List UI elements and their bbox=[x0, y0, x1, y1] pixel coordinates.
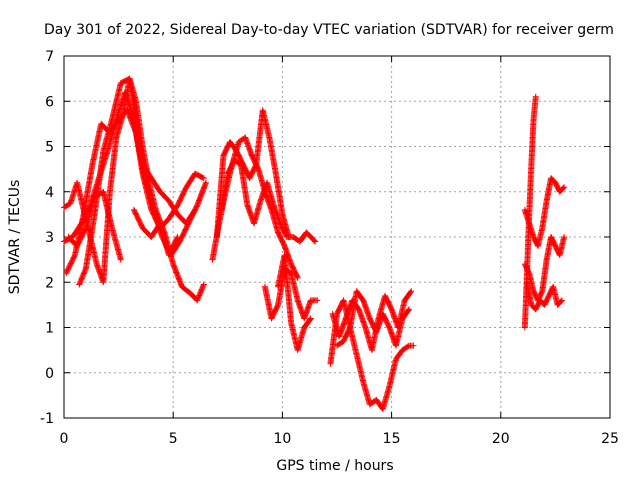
series-trace-8 bbox=[213, 107, 292, 240]
y-ticks: -1 0 1 2 3 4 5 6 7 bbox=[40, 49, 610, 427]
x-tick-label: 15 bbox=[383, 431, 401, 447]
series-trace-6 bbox=[130, 206, 181, 259]
data-point bbox=[200, 282, 207, 289]
data-point bbox=[406, 306, 413, 313]
data-point bbox=[560, 185, 567, 192]
data-point bbox=[307, 315, 314, 322]
x-tick-label: 10 bbox=[273, 431, 291, 447]
x-axis-label: GPS time / hours bbox=[276, 458, 393, 474]
x-tick-label: 20 bbox=[492, 431, 510, 447]
grid-lines bbox=[64, 56, 610, 418]
data-point bbox=[561, 184, 568, 191]
data-point bbox=[117, 256, 124, 263]
data-point bbox=[405, 307, 412, 314]
series-trace-12 bbox=[327, 297, 417, 412]
series-trace-4 bbox=[76, 75, 199, 288]
x-tick-label: 5 bbox=[169, 431, 178, 447]
y-tick-label: 7 bbox=[45, 49, 54, 65]
data-point bbox=[191, 207, 198, 214]
series-trace-14 bbox=[334, 288, 413, 349]
series-trace-17 bbox=[521, 234, 568, 304]
y-tick-label: -1 bbox=[40, 411, 54, 427]
data-point bbox=[200, 175, 207, 182]
x-tick-label: 0 bbox=[60, 431, 69, 447]
series-trace-5 bbox=[65, 188, 124, 263]
series-trace-11 bbox=[275, 252, 314, 354]
data-point bbox=[314, 297, 321, 304]
chart-title: Day 301 of 2022, Sidereal Day-to-day VTE… bbox=[44, 22, 614, 38]
y-tick-label: 6 bbox=[45, 94, 54, 110]
data-point bbox=[307, 316, 314, 323]
series-trace-18 bbox=[524, 279, 565, 313]
data-point bbox=[202, 179, 209, 186]
series-trace-9 bbox=[218, 157, 319, 245]
x-tick-label: 25 bbox=[601, 431, 619, 447]
data-point bbox=[192, 206, 199, 213]
data-point bbox=[558, 298, 565, 305]
data-point bbox=[404, 343, 411, 350]
data-point bbox=[174, 234, 181, 240]
data-point bbox=[407, 289, 414, 296]
x-ticks: 0 5 10 15 20 25 bbox=[60, 56, 619, 447]
data-point bbox=[294, 274, 301, 281]
data-point bbox=[199, 174, 206, 181]
y-tick-label: 3 bbox=[45, 230, 54, 246]
data-point bbox=[561, 234, 568, 240]
y-axis-label: SDTVAR / TECUs bbox=[7, 180, 23, 295]
y-tick-label: 4 bbox=[45, 185, 54, 201]
data-point bbox=[311, 237, 318, 244]
y-tick-label: 2 bbox=[45, 275, 54, 291]
data-point bbox=[558, 297, 565, 304]
data-point bbox=[312, 238, 319, 245]
data-point bbox=[532, 93, 539, 100]
y-tick-label: 5 bbox=[45, 140, 54, 156]
data-point bbox=[82, 266, 89, 273]
series-trace-10 bbox=[261, 265, 321, 322]
data-point bbox=[408, 288, 415, 295]
data-points bbox=[61, 75, 568, 412]
series-trace-16 bbox=[521, 175, 568, 250]
data-point bbox=[294, 273, 301, 280]
data-point bbox=[173, 235, 180, 242]
y-tick-label: 1 bbox=[45, 321, 54, 337]
data-point bbox=[200, 281, 207, 288]
data-point bbox=[410, 342, 417, 349]
y-tick-label: 0 bbox=[45, 366, 54, 382]
